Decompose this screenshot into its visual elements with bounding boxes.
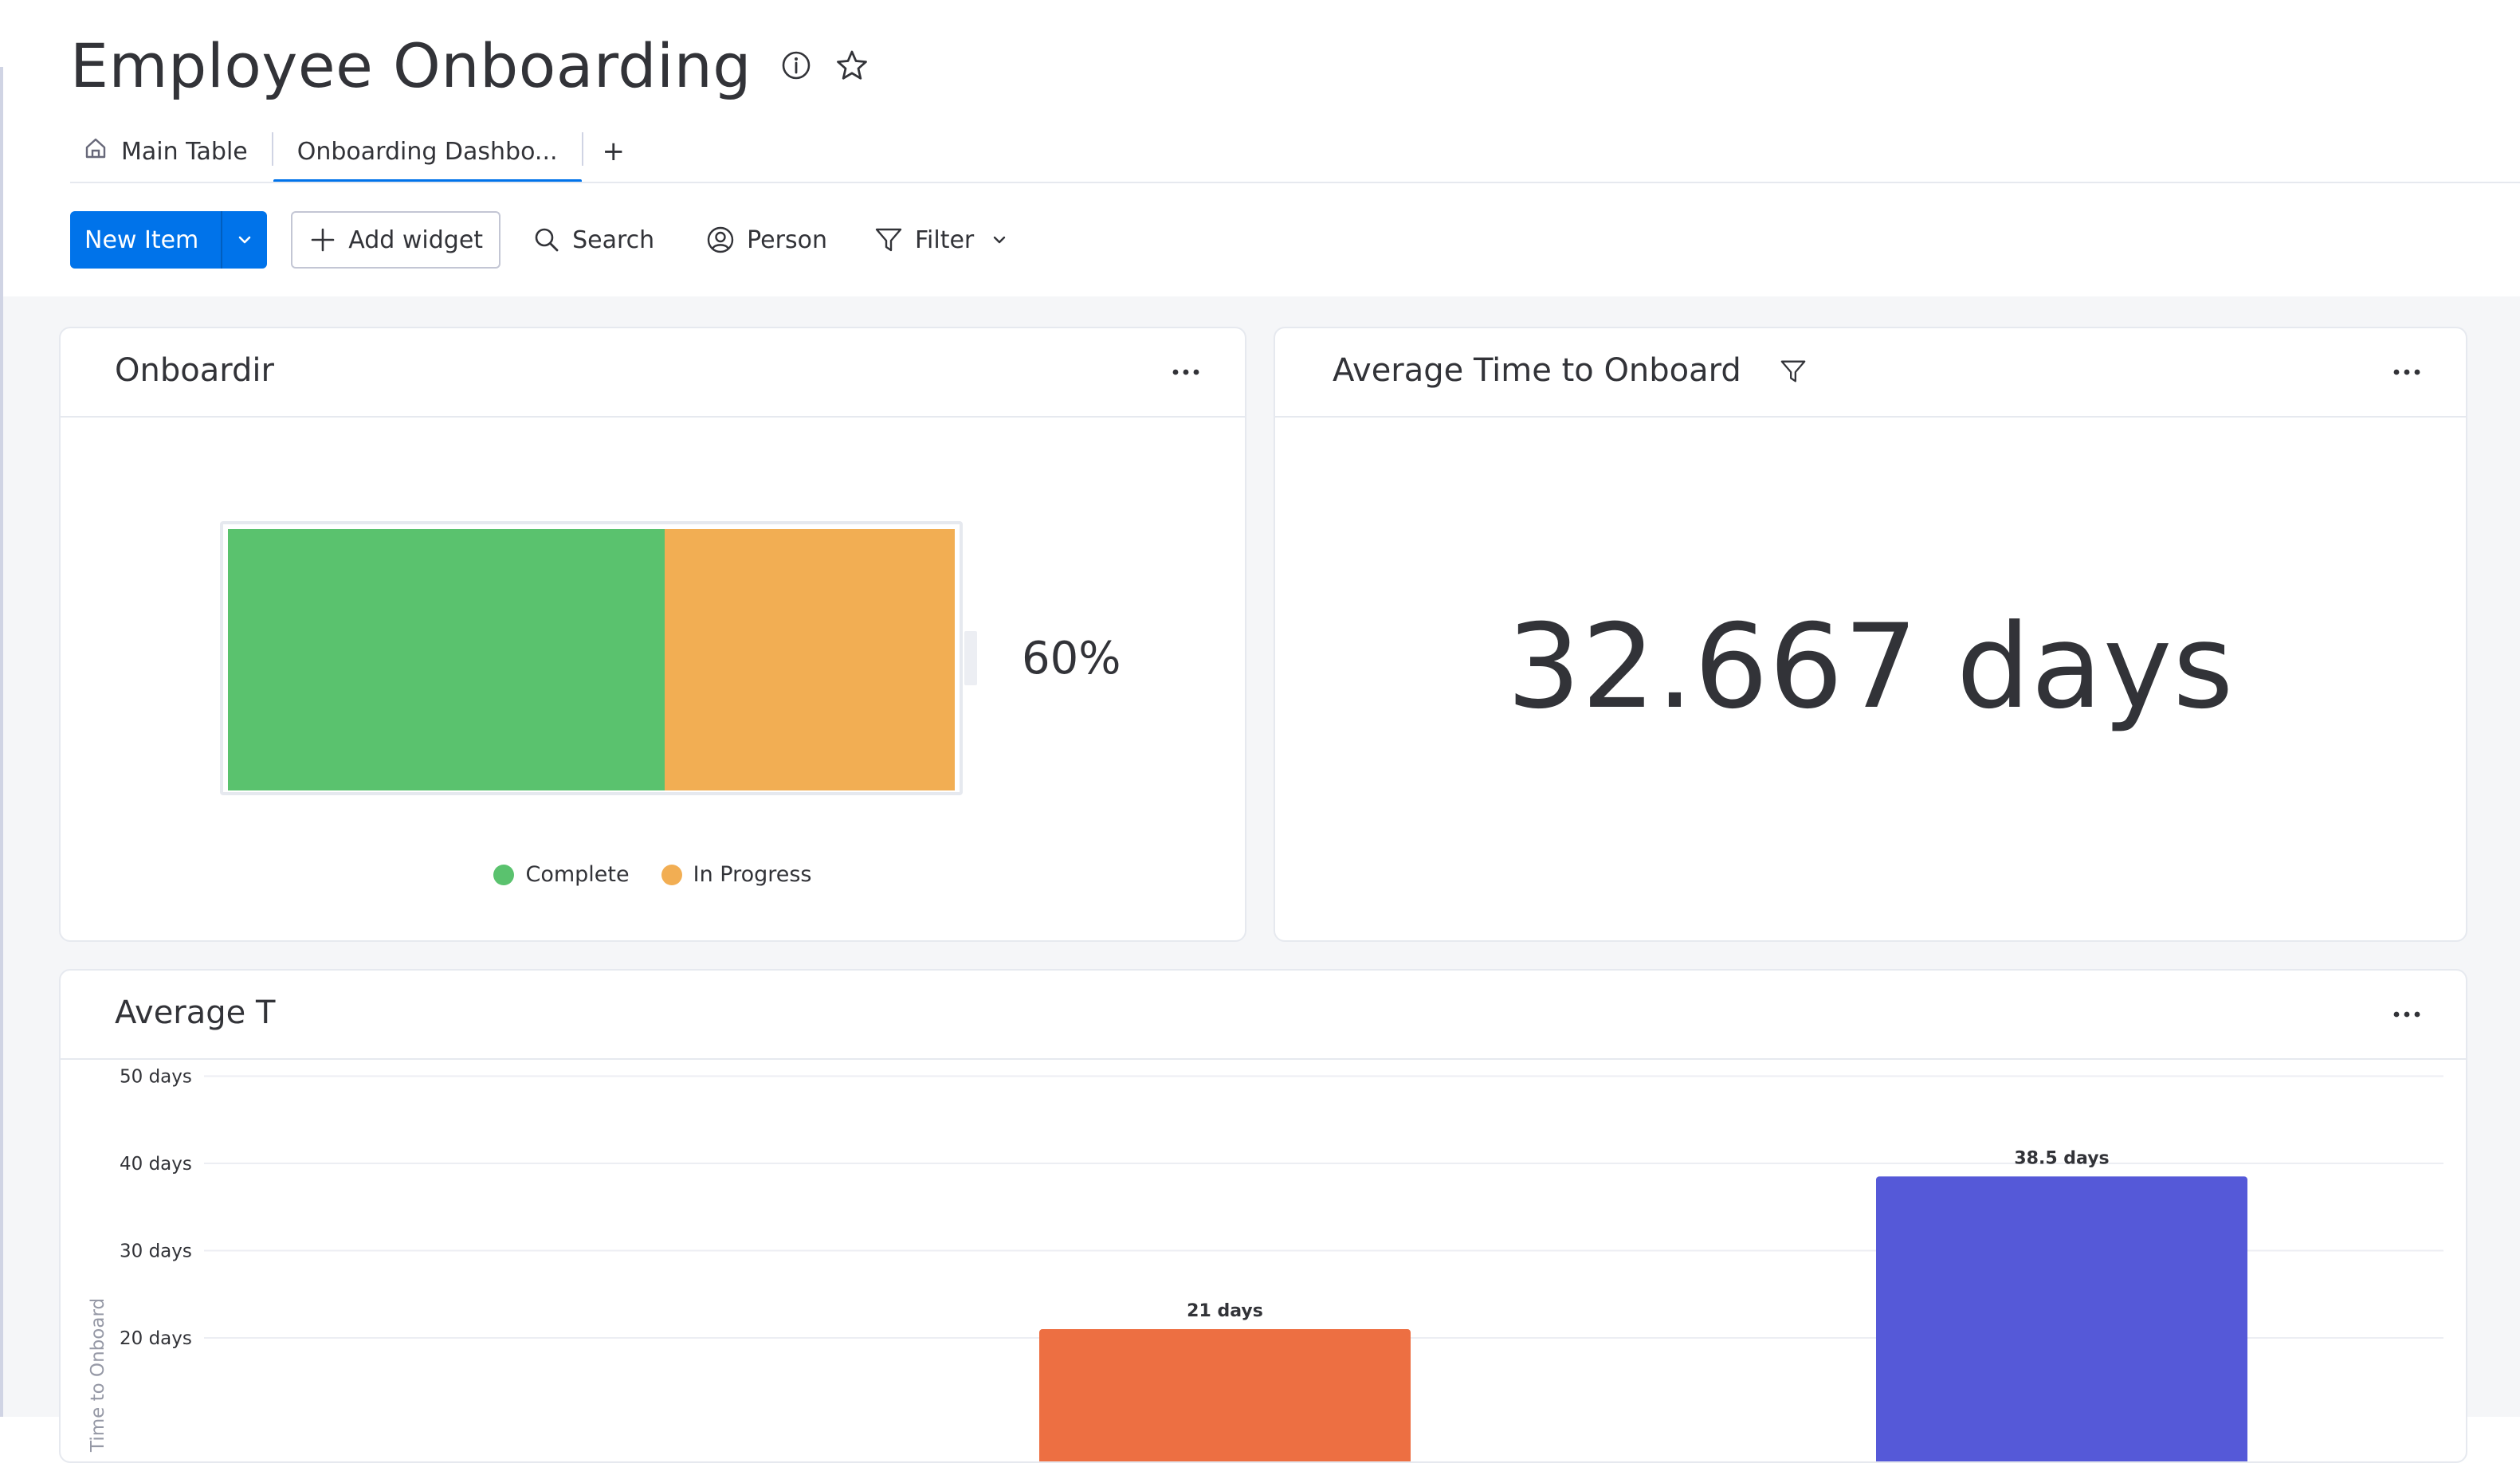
plus-icon: +: [602, 135, 626, 167]
plus-icon: [308, 226, 337, 254]
y-tick-label: 50 days: [120, 1067, 192, 1088]
more-options-icon[interactable]: [1170, 360, 1202, 384]
average-time-widget: Average Time to Onboard 32.667 days: [1274, 327, 2467, 942]
tab-divider: [581, 132, 583, 166]
battery-cap: [964, 631, 977, 685]
battery-fill: [228, 529, 955, 790]
page-title: Employee Onboarding: [70, 29, 752, 101]
bar-value-label: 21 days: [1187, 1301, 1263, 1321]
chart-bar[interactable]: [1876, 1176, 2247, 1463]
search-label: Search: [572, 226, 655, 254]
add-widget-label: Add widget: [348, 226, 484, 254]
person-label: Person: [747, 226, 827, 254]
average-value: 32.667 days: [1506, 599, 2235, 735]
battery-segment-in-progress: [665, 529, 955, 790]
y-axis-title: Time to Onboard: [88, 1298, 108, 1453]
widget-header: Onboardir: [61, 328, 1245, 418]
tab-label: Main Table: [121, 137, 248, 166]
chevron-down-icon: [238, 236, 251, 244]
star-icon[interactable]: [834, 48, 869, 83]
y-tick-label: 20 days: [120, 1328, 192, 1349]
person-icon: [705, 225, 736, 255]
more-options-icon[interactable]: [2391, 360, 2423, 384]
tab-divider: [271, 132, 273, 166]
chart-bars: 21 days 38.5 days: [1039, 1148, 2247, 1463]
widget-title: Average T: [115, 994, 276, 1031]
battery-legend: Complete In Progress: [61, 862, 1245, 887]
bar-chart: 20 days 30 days 40 days 50 days Time to Onb…: [88, 1067, 2443, 1463]
legend-label: In Progress: [693, 862, 812, 887]
battery-segment-complete: [228, 529, 665, 790]
battery-bar: [220, 521, 963, 795]
legend-item-in-progress: In Progress: [661, 862, 812, 887]
filter-button[interactable]: Filter: [873, 211, 1009, 269]
new-item-dropdown-button[interactable]: [222, 211, 267, 269]
y-tick-label: 40 days: [120, 1154, 192, 1175]
new-item-button[interactable]: New Item: [84, 226, 199, 254]
toolbar: New Item Add widget Search Person Filter: [70, 210, 1009, 269]
tab-main-table[interactable]: Main Table: [70, 120, 272, 183]
filter-icon: [873, 225, 904, 255]
tab-label: Onboarding Dashbo...: [296, 137, 558, 166]
home-icon: [83, 135, 108, 167]
new-item-button-group: New Item: [70, 211, 268, 269]
legend-swatch: [493, 864, 515, 885]
board-header: Employee Onboarding: [70, 27, 869, 104]
battery-percent: 60%: [1022, 633, 1121, 684]
person-filter-button[interactable]: Person: [705, 211, 827, 269]
search-icon: [532, 226, 561, 254]
info-icon[interactable]: [779, 48, 814, 83]
widget-title: Onboardir: [115, 352, 274, 389]
new-item-divider: [221, 211, 223, 269]
left-edge-rule: [0, 67, 3, 1417]
legend-swatch: [661, 864, 682, 885]
more-options-icon[interactable]: [2391, 1002, 2423, 1026]
bar-value-label: 38.5 days: [2014, 1148, 2109, 1168]
legend-item-complete: Complete: [493, 862, 630, 887]
tab-onboarding-dashboard[interactable]: Onboarding Dashbo...: [273, 120, 582, 183]
battery-widget: Onboardir 60% Complete In Progress: [59, 327, 1246, 942]
legend-label: Complete: [525, 862, 630, 887]
tabs-underline: [70, 182, 2520, 183]
widget-title: Average Time to Onboard: [1333, 352, 1741, 389]
add-widget-button[interactable]: Add widget: [291, 211, 501, 269]
y-tick-label: 30 days: [120, 1241, 192, 1262]
y-axis-ticks: 20 days 30 days 40 days 50 days: [120, 1067, 192, 1350]
board-tabs: Main Table Onboarding Dashbo... +: [70, 120, 644, 183]
filter-label: Filter: [914, 226, 975, 254]
chart-widget: Average T 20 days 30 days 40 days 50 days T…: [59, 969, 2467, 1463]
widget-header: Average T: [61, 971, 2466, 1060]
filter-icon[interactable]: [1779, 357, 1808, 389]
chevron-down-icon[interactable]: [990, 230, 1009, 249]
chart-bar[interactable]: [1039, 1329, 1411, 1463]
search-button[interactable]: Search: [532, 211, 654, 269]
add-view-button[interactable]: +: [583, 120, 645, 183]
widget-header: Average Time to Onboard: [1275, 328, 2466, 418]
